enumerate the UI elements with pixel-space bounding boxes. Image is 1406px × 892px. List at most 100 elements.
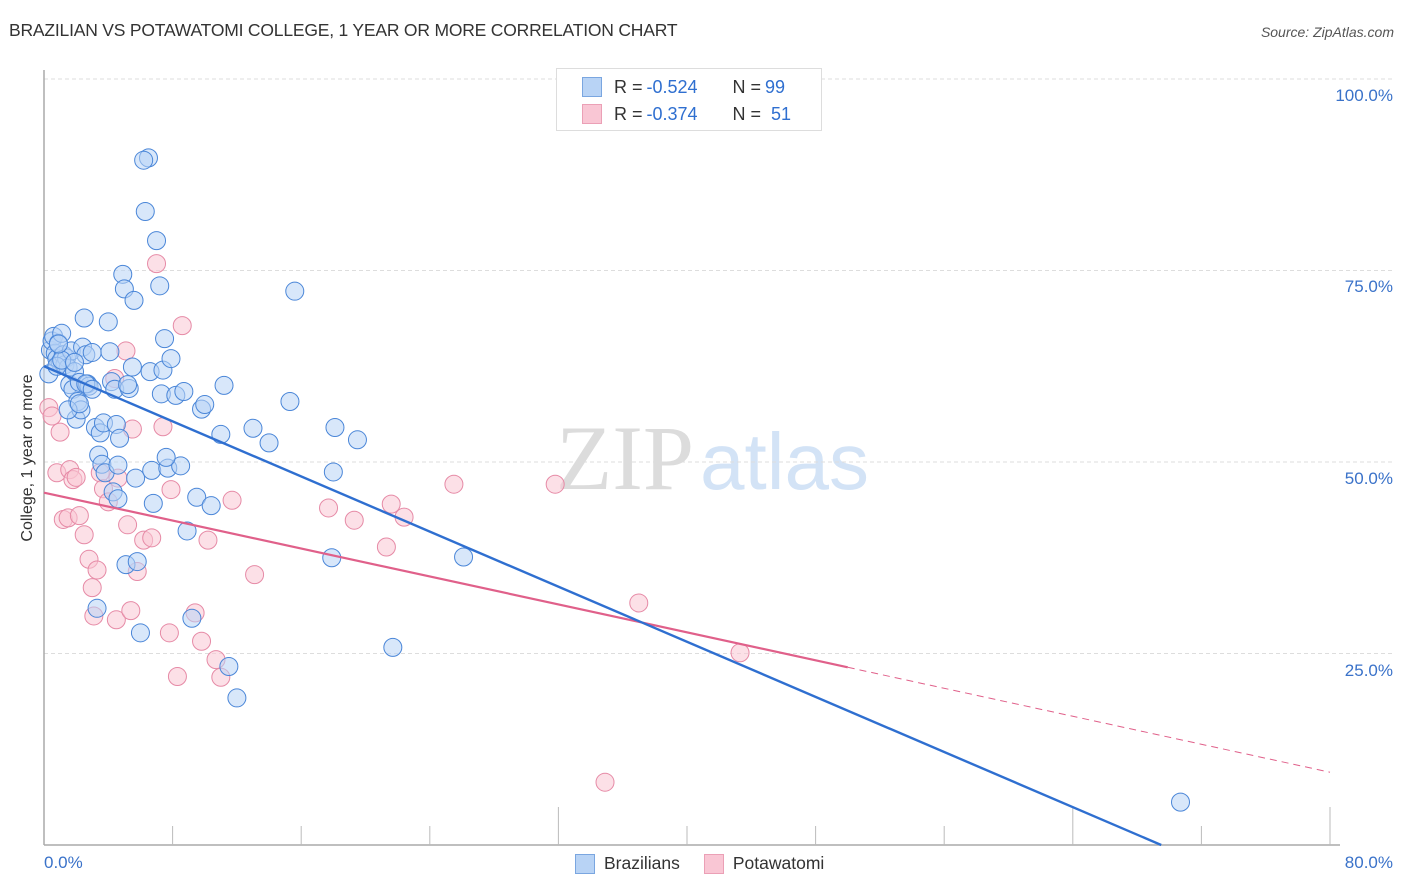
r-value: -0.374	[646, 103, 698, 124]
potawatomi-trend-line	[43, 491, 848, 669]
brazilian-point	[98, 312, 118, 332]
potawatomi-point	[595, 772, 615, 792]
brazilian-point	[87, 598, 107, 618]
x-tick-0: 0.0%	[44, 853, 83, 872]
potawatomi-point	[376, 537, 396, 557]
brazilian-point	[323, 462, 343, 482]
brazilian-point	[155, 329, 175, 349]
potawatomi-point	[82, 578, 102, 598]
brazilian-point	[122, 357, 142, 377]
brazilian-point	[201, 496, 221, 516]
brazilian-point	[174, 382, 194, 402]
potawatomi-point	[87, 560, 107, 580]
brazilians-swatch-icon	[582, 77, 602, 97]
brazilian-point	[214, 375, 234, 395]
potawatomi-point	[192, 631, 212, 651]
trend-lines	[43, 365, 1331, 847]
legend-item-brazilians[interactable]: Brazilians	[575, 853, 680, 874]
potawatomi-point	[116, 341, 136, 361]
potawatomi-point	[161, 480, 181, 500]
brazilian-point	[100, 342, 120, 362]
potawatomi-point	[66, 467, 86, 487]
potawatomi-point	[147, 254, 167, 274]
brazilians-trend-line	[43, 365, 1162, 847]
brazilians-legend-icon	[575, 853, 595, 874]
potawatomi-point	[730, 643, 750, 663]
potawatomi-point	[344, 510, 364, 530]
brazilian-point	[347, 430, 367, 450]
x-axis-ticks	[172, 807, 1331, 845]
potawatomi-point	[545, 474, 565, 494]
brazilian-point	[280, 391, 300, 411]
y-tick-25: 25.0%	[1344, 661, 1393, 680]
n-value: 51	[771, 103, 792, 124]
potawatomi-point	[222, 490, 242, 510]
brazilian-point	[454, 547, 474, 567]
potawatomi-point	[121, 601, 141, 621]
r-label: R =	[614, 76, 643, 97]
gridlines	[44, 78, 1392, 654]
y-tick-75: 75.0%	[1344, 277, 1393, 296]
brazilian-point	[322, 548, 342, 568]
chart-title: BRAZILIAN VS POTAWATOMI COLLEGE, 1 YEAR …	[9, 20, 678, 40]
potawatomi-point	[444, 474, 464, 494]
y-tick-100: 100.0%	[1335, 86, 1393, 105]
brazilian-point	[135, 202, 155, 222]
brazilians-points	[39, 148, 1191, 812]
potawatomi-point	[167, 666, 187, 686]
brazilian-point	[150, 276, 170, 296]
source-label: Source: ZipAtlas.com	[1260, 24, 1394, 40]
brazilian-point	[110, 428, 130, 448]
brazilian-point	[227, 688, 247, 708]
brazilian-point	[74, 308, 94, 328]
y-tick-50: 50.0%	[1344, 469, 1393, 488]
brazilian-point	[325, 418, 345, 438]
brazilian-point	[383, 637, 403, 657]
potawatomi-points	[39, 254, 750, 792]
brazilian-point	[182, 608, 202, 628]
brazilian-point	[143, 493, 163, 513]
brazilian-point	[219, 657, 239, 677]
potawatomi-point	[629, 593, 649, 613]
potawatomi-point	[245, 565, 265, 585]
legend-item-potawatomi[interactable]: Potawatomi	[703, 853, 825, 874]
legend-row-brazilians: R = -0.524 N = 99	[582, 75, 785, 99]
potawatomi-point	[142, 528, 162, 548]
brazilian-point	[65, 352, 85, 372]
brazilian-point	[259, 433, 279, 453]
potawatomi-point	[118, 515, 138, 535]
brazilian-point	[1171, 792, 1191, 812]
potawatomi-point	[69, 506, 89, 526]
brazilian-point	[147, 231, 167, 251]
legend-label: Brazilians	[604, 853, 680, 873]
potawatomi-point	[159, 623, 179, 643]
legend-label: Potawatomi	[732, 853, 825, 873]
potawatomi-point	[198, 530, 218, 550]
brazilian-point	[126, 468, 146, 488]
brazilian-point	[161, 349, 181, 369]
correlation-legend: R = -0.524 N = 99 R = -0.374 N = 51	[556, 68, 822, 131]
brazilian-point	[171, 456, 191, 476]
potawatomi-point	[74, 525, 94, 545]
potawatomi-point	[50, 422, 70, 442]
r-value: -0.524	[646, 76, 698, 97]
brazilian-point	[82, 342, 102, 362]
y-axis-label: College, 1 year or more	[19, 374, 36, 542]
potawatomi-swatch-icon	[582, 104, 602, 124]
brazilian-point	[142, 460, 162, 480]
r-label: R =	[614, 103, 643, 124]
brazilian-point	[48, 334, 68, 354]
brazilian-point	[124, 290, 144, 310]
potawatomi-legend-icon	[703, 853, 724, 874]
brazilian-point	[187, 487, 207, 507]
legend-row-potawatomi: R = -0.374 N = 51	[582, 102, 791, 126]
brazilian-point	[127, 552, 147, 572]
potawatomi-point	[106, 610, 126, 630]
brazilian-point	[177, 521, 197, 541]
brazilian-point	[243, 418, 263, 438]
n-label: N =	[732, 76, 762, 97]
brazilian-point	[156, 447, 176, 467]
brazilian-point	[134, 150, 154, 170]
brazilian-point	[69, 394, 89, 414]
